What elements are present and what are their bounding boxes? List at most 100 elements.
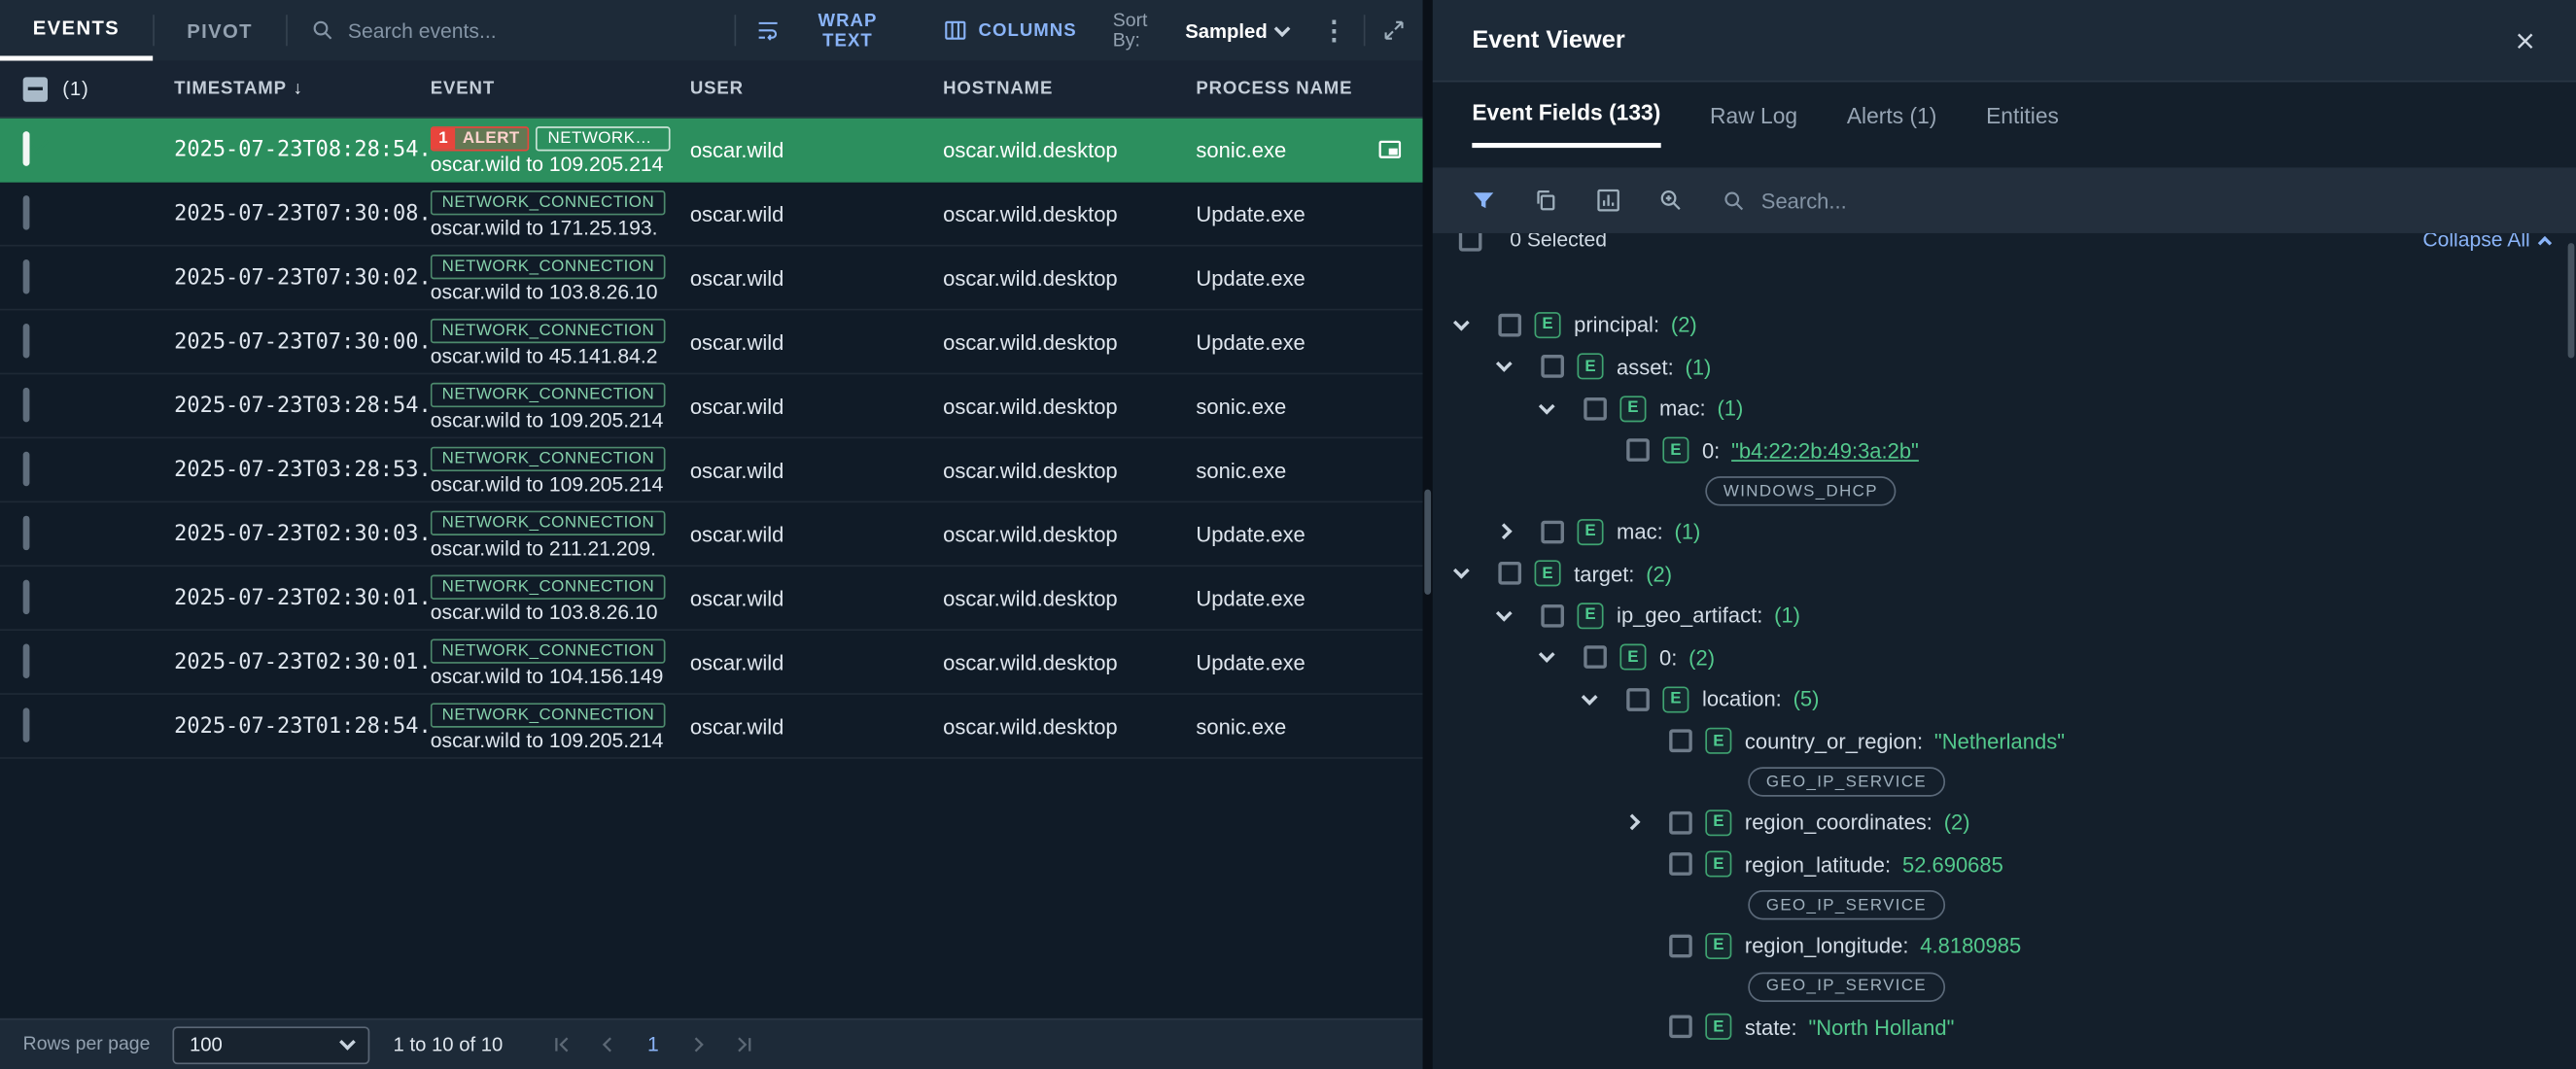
column-header-user[interactable]: USER xyxy=(689,79,744,99)
field-checkbox[interactable] xyxy=(1669,934,1692,957)
event-type-pill[interactable]: NETWORK_CONNECTION xyxy=(430,703,666,729)
expand-toggle-icon[interactable] xyxy=(1452,563,1470,580)
source-pill[interactable]: WINDOWS_DHCP xyxy=(1705,476,1897,506)
field-checkbox[interactable] xyxy=(1584,645,1607,670)
column-header-process[interactable]: PROCESS NAME xyxy=(1196,79,1353,99)
expand-toggle-icon[interactable] xyxy=(1581,688,1598,706)
row-checkbox[interactable] xyxy=(22,259,30,294)
event-type-pill[interactable]: NETWORK_CONNECTION xyxy=(430,383,666,408)
event-type-pill[interactable]: NETWORK_CONNECTION xyxy=(430,255,666,280)
first-page-button[interactable] xyxy=(542,1025,582,1065)
sort-by-dropdown[interactable]: Sort By: Sampled xyxy=(1097,0,1305,61)
expand-toggle-icon[interactable] xyxy=(1495,604,1513,622)
tree-row[interactable]: E region_latitude: 52.690685 xyxy=(1433,844,2576,885)
column-header-hostname[interactable]: HOSTNAME xyxy=(943,79,1054,99)
source-pill[interactable]: GEO_IP_SERVICE xyxy=(1748,890,1945,920)
tree-row[interactable]: E mac: (1) xyxy=(1433,511,2576,553)
tree-row[interactable]: E ip_geo_artifact: (1) xyxy=(1433,595,2576,637)
event-type-pill[interactable]: NETWORK_CONNECTION xyxy=(536,126,672,152)
expand-toggle-icon[interactable] xyxy=(1495,523,1513,540)
select-all-checkbox[interactable] xyxy=(22,76,49,101)
expand-toggle-icon[interactable] xyxy=(1452,314,1470,331)
tree-row[interactable]: E 0: "b4:22:2b:49:3a:2b" xyxy=(1433,430,2576,471)
table-row[interactable]: 2025-07-23T02:30:01.117 NETWORK_CONNECTI… xyxy=(0,631,1423,695)
tree-row[interactable]: E state: "North Holland" xyxy=(1433,1006,2576,1048)
scrollbar-thumb[interactable] xyxy=(2567,243,2575,359)
rows-per-page-select[interactable]: 100 xyxy=(173,1025,370,1064)
event-type-pill[interactable]: NETWORK_CONNECTION xyxy=(430,447,666,472)
table-row[interactable]: 2025-07-23T07:30:00.126 NETWORK_CONNECTI… xyxy=(0,310,1423,375)
next-page-button[interactable] xyxy=(679,1025,718,1065)
table-row[interactable]: 2025-07-23T01:28:54.232 NETWORK_CONNECTI… xyxy=(0,695,1423,759)
tab-entities[interactable]: Entities xyxy=(1986,102,2059,127)
table-row[interactable]: 2025-07-23T07:30:08.126 NETWORK_CONNECTI… xyxy=(0,183,1423,247)
fields-search[interactable] xyxy=(1722,188,2554,213)
tab-raw-log[interactable]: Raw Log xyxy=(1710,102,1798,127)
field-checkbox[interactable] xyxy=(1669,852,1692,877)
events-search-input[interactable] xyxy=(347,18,713,43)
field-checkbox[interactable] xyxy=(1626,687,1650,711)
event-type-pill[interactable]: NETWORK_CONNECTION xyxy=(430,319,666,344)
table-row[interactable]: 2025-07-23T02:30:01.137 NETWORK_CONNECTI… xyxy=(0,567,1423,631)
row-checkbox[interactable] xyxy=(22,387,30,423)
fields-search-input[interactable] xyxy=(1760,188,2554,213)
column-header-timestamp[interactable]: TIMESTAMP ↓ xyxy=(174,79,303,99)
tree-row[interactable]: E principal: (2) xyxy=(1433,304,2576,346)
last-page-button[interactable] xyxy=(724,1025,764,1065)
tree-row[interactable]: E region_coordinates: (2) xyxy=(1433,802,2576,844)
field-checkbox[interactable] xyxy=(1669,1015,1692,1039)
tree-row[interactable]: E asset: (1) xyxy=(1433,346,2576,388)
field-checkbox[interactable] xyxy=(1669,729,1692,753)
field-checkbox[interactable] xyxy=(1584,397,1607,421)
tree-row[interactable]: E location: (5) xyxy=(1433,678,2576,720)
expand-toggle-icon[interactable] xyxy=(1495,356,1513,373)
row-checkbox[interactable] xyxy=(22,131,30,166)
copy-button[interactable] xyxy=(1518,188,1574,214)
tab-events[interactable]: EVENTS xyxy=(0,0,153,61)
expand-toggle-icon[interactable] xyxy=(1623,813,1641,831)
table-row[interactable]: 2025-07-23T03:28:53.232 NETWORK_CONNECTI… xyxy=(0,438,1423,503)
event-type-pill[interactable]: NETWORK_CONNECTION xyxy=(430,190,666,216)
field-checkbox[interactable] xyxy=(1498,562,1522,586)
select-all-fields-checkbox[interactable] xyxy=(1458,232,1482,252)
tree-row[interactable]: E country_or_region: "Netherlands" xyxy=(1433,720,2576,762)
expand-toggle-icon[interactable] xyxy=(1538,397,1555,415)
close-button[interactable] xyxy=(2514,29,2537,52)
field-value-link[interactable]: "b4:22:2b:49:3a:2b" xyxy=(1731,437,1919,464)
row-checkbox[interactable] xyxy=(22,323,30,359)
tree-row[interactable]: E region_longitude: 4.8180985 xyxy=(1433,925,2576,967)
filter-button[interactable] xyxy=(1455,188,1511,214)
field-checkbox[interactable] xyxy=(1541,520,1564,544)
fields-scrollbar[interactable] xyxy=(2566,230,2576,1069)
scrollbar-thumb[interactable] xyxy=(1424,489,1432,595)
open-event-button[interactable] xyxy=(1376,136,1422,162)
expand-panel-button[interactable] xyxy=(1365,0,1422,61)
expand-toggle-icon[interactable] xyxy=(1538,646,1555,664)
row-checkbox[interactable] xyxy=(22,707,30,742)
row-checkbox[interactable] xyxy=(22,195,30,230)
wrap-text-button[interactable]: WRAP TEXT xyxy=(737,0,922,61)
columns-button[interactable]: COLUMNS xyxy=(922,0,1097,61)
tree-row[interactable]: E mac: (1) xyxy=(1433,388,2576,430)
row-checkbox[interactable] xyxy=(22,579,30,615)
row-checkbox[interactable] xyxy=(22,515,30,551)
tab-alerts[interactable]: Alerts (1) xyxy=(1846,102,1937,127)
source-pill[interactable]: GEO_IP_SERVICE xyxy=(1748,971,1945,1002)
event-type-pill[interactable]: NETWORK_CONNECTION xyxy=(430,510,666,536)
field-checkbox[interactable] xyxy=(1541,355,1564,379)
alert-badge[interactable]: 1 ALERT xyxy=(430,126,530,152)
table-row[interactable]: 2025-07-23T08:28:54.232 1 ALERT NETWORK_… xyxy=(0,118,1423,183)
collapse-all-button[interactable]: Collapse All xyxy=(2422,233,2553,252)
table-row[interactable]: 2025-07-23T02:30:03.126 NETWORK_CONNECTI… xyxy=(0,502,1423,568)
tab-event-fields[interactable]: Event Fields (133) xyxy=(1472,83,1661,149)
column-header-event[interactable]: EVENT xyxy=(430,79,496,99)
more-options-button[interactable]: ⋮ xyxy=(1305,0,1364,61)
field-checkbox[interactable] xyxy=(1669,810,1692,835)
row-checkbox[interactable] xyxy=(22,643,30,679)
field-checkbox[interactable] xyxy=(1498,313,1522,337)
field-checkbox[interactable] xyxy=(1626,438,1650,463)
source-pill[interactable]: GEO_IP_SERVICE xyxy=(1748,767,1945,797)
event-type-pill[interactable]: NETWORK_CONNECTION xyxy=(430,638,666,665)
tree-row[interactable]: E 0: (2) xyxy=(1433,637,2576,678)
page-number-button[interactable]: 1 xyxy=(635,1033,673,1056)
